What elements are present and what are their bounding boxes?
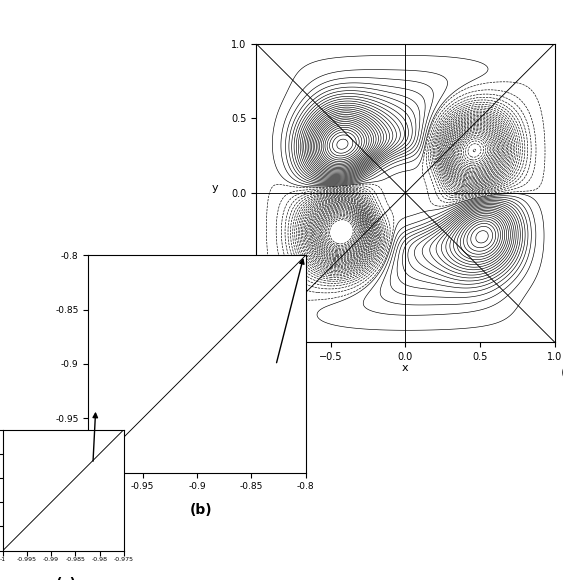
Text: (a): (a) xyxy=(561,366,563,380)
Text: (c): (c) xyxy=(55,577,76,580)
Y-axis label: y: y xyxy=(211,183,218,193)
Text: (b): (b) xyxy=(190,503,213,517)
X-axis label: x: x xyxy=(402,363,409,373)
